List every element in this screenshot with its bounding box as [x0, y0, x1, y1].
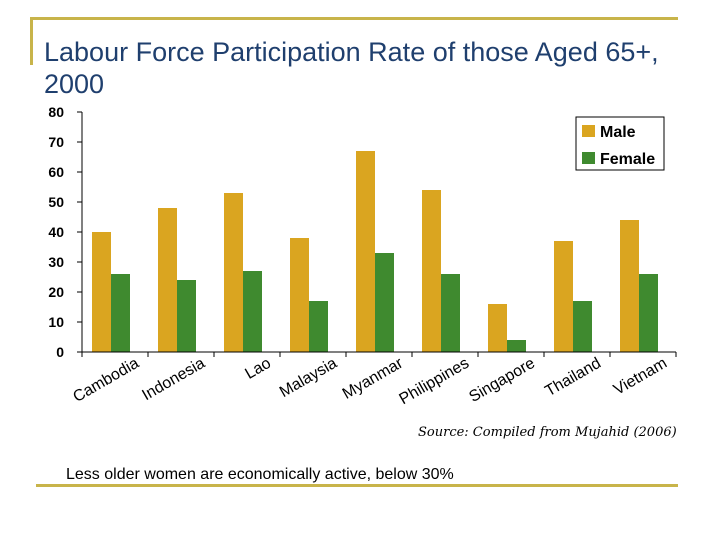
bar-female-myanmar: [375, 253, 394, 352]
bar-marks: [92, 151, 658, 352]
x-tick-label: Cambodia: [70, 355, 142, 406]
x-tick-label: Lao: [242, 355, 274, 383]
bar-male-myanmar: [356, 151, 375, 352]
y-tick-label: 80: [48, 104, 64, 120]
top-rule: [30, 17, 678, 20]
y-tick-label: 70: [48, 134, 64, 150]
bottom-rule: [36, 484, 678, 487]
bar-female-cambodia: [111, 274, 130, 352]
bar-female-vietnam: [639, 274, 658, 352]
bar-male-philippines: [422, 190, 441, 352]
page-title: Labour Force Participation Rate of those…: [44, 37, 659, 99]
bar-female-lao: [243, 271, 262, 352]
y-tick-label: 40: [48, 224, 64, 240]
bar-female-philippines: [441, 274, 460, 352]
legend-label-female: Female: [600, 151, 655, 168]
bar-male-indonesia: [158, 208, 177, 352]
y-tick-label: 30: [48, 254, 64, 270]
y-axis: 0 10 20 30 40 50 60 70 80: [48, 104, 83, 360]
bar-male-cambodia: [92, 232, 111, 352]
x-tick-label: Malaysia: [277, 355, 340, 401]
y-tick-label: 20: [48, 284, 64, 300]
y-tick-label: 0: [56, 344, 64, 360]
x-tick-label: Thailand: [542, 355, 604, 400]
x-tick-label: Indonesia: [139, 355, 208, 404]
x-tick-label: Vietnam: [611, 355, 670, 399]
bar-male-malaysia: [290, 238, 309, 352]
bar-male-vietnam: [620, 220, 639, 352]
bar-female-singapore: [507, 340, 526, 352]
bar-female-malaysia: [309, 301, 328, 352]
left-rule: [30, 17, 33, 65]
footnote: Less older women are economically active…: [66, 466, 454, 483]
bar-male-thailand: [554, 241, 573, 352]
bar-female-thailand: [573, 301, 592, 352]
legend-swatch-male: [582, 125, 595, 137]
legend-swatch-female: [582, 152, 595, 164]
bar-male-singapore: [488, 304, 507, 352]
y-tick-label: 60: [48, 164, 64, 180]
legend: Male Female: [575, 116, 665, 171]
x-tick-label: Myanmar: [340, 354, 407, 402]
bar-male-lao: [224, 193, 243, 352]
y-tick-label: 50: [48, 194, 64, 210]
source-note: Source: Compiled from Mujahid (2006): [418, 425, 677, 440]
y-tick-label: 10: [48, 314, 64, 330]
legend-label-male: Male: [600, 124, 636, 141]
x-tick-label: Singapore: [466, 355, 538, 406]
x-tick-label: Philippines: [396, 355, 472, 408]
bar-female-indonesia: [177, 280, 196, 352]
